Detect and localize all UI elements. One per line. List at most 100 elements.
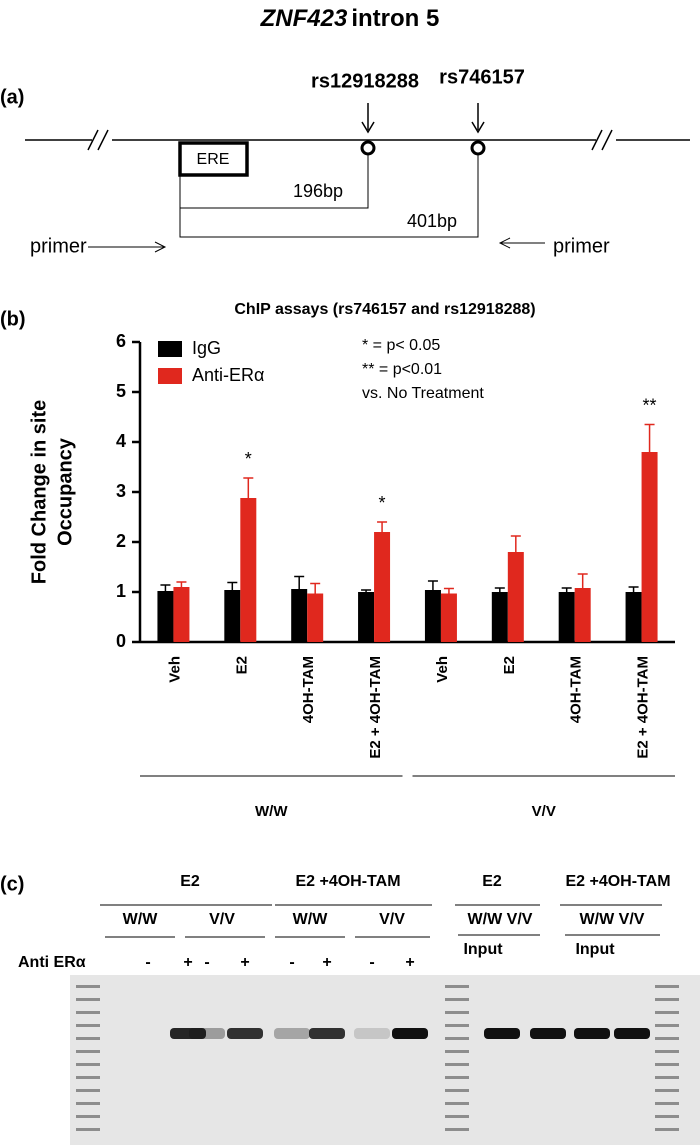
snp-label: rs12918288 bbox=[311, 70, 419, 92]
snp-label: rs746157 bbox=[439, 66, 525, 88]
gel-band bbox=[484, 1028, 520, 1039]
x-tick-label: 4OH-TAM bbox=[568, 656, 585, 723]
error-bar bbox=[427, 580, 438, 590]
gel-background bbox=[70, 975, 700, 1145]
group-label: V/V bbox=[532, 803, 556, 820]
error-bar bbox=[160, 584, 171, 591]
genotype-label: W/W V/V bbox=[580, 911, 645, 928]
note: * = p< 0.05 bbox=[362, 337, 440, 354]
error-bar bbox=[361, 589, 372, 592]
antibody-label: Anti ERα bbox=[18, 954, 86, 971]
bar bbox=[507, 552, 524, 642]
distance-label: 401bp bbox=[407, 211, 457, 231]
panel-c-lines bbox=[100, 904, 662, 938]
ladder-band bbox=[655, 1024, 679, 1027]
y-tick-label: 3 bbox=[116, 481, 126, 501]
ladder-band bbox=[655, 985, 679, 988]
sign-label: + bbox=[183, 954, 192, 971]
y-axis-label: Occupancy bbox=[54, 437, 76, 546]
ladder-band bbox=[655, 1076, 679, 1079]
ladder-band bbox=[445, 985, 469, 988]
ladder-band bbox=[76, 1089, 100, 1092]
error-bar bbox=[577, 573, 588, 588]
genotype-label: W/W V/V bbox=[468, 911, 533, 928]
primer-arrow bbox=[88, 241, 167, 253]
gel-band bbox=[170, 1028, 206, 1039]
gel-band bbox=[574, 1028, 610, 1039]
bar bbox=[157, 591, 174, 642]
ladder-band bbox=[445, 1089, 469, 1092]
legend-swatch bbox=[158, 368, 182, 384]
gel-band bbox=[354, 1028, 390, 1039]
x-tick-label: E2 + 4OH-TAM bbox=[367, 656, 384, 759]
significance-label: * bbox=[245, 449, 252, 469]
ere-label: ERE bbox=[197, 151, 230, 168]
bar bbox=[291, 589, 308, 642]
bar bbox=[374, 532, 391, 642]
ladder-band bbox=[655, 1102, 679, 1105]
ladder-band bbox=[445, 1024, 469, 1027]
bar bbox=[641, 452, 658, 642]
sign-label: - bbox=[204, 954, 209, 971]
note: ** = p<0.01 bbox=[362, 361, 442, 378]
y-tick-label: 6 bbox=[116, 331, 126, 351]
ladder-band bbox=[445, 1115, 469, 1118]
y-tick-label: 0 bbox=[116, 631, 126, 651]
sign-label: + bbox=[405, 954, 414, 971]
gel-band bbox=[227, 1028, 263, 1039]
ladder-band bbox=[76, 1037, 100, 1040]
gel-image bbox=[70, 975, 700, 1145]
y-tick-label: 4 bbox=[116, 431, 126, 451]
error-bar bbox=[510, 535, 521, 552]
error-bar bbox=[310, 582, 321, 594]
panel-label: (c) bbox=[0, 873, 24, 895]
panel-a bbox=[25, 103, 690, 253]
input-label: Input bbox=[463, 941, 503, 958]
error-bar bbox=[176, 581, 187, 587]
error-bar bbox=[294, 575, 305, 589]
bar bbox=[358, 592, 375, 642]
ladder-band bbox=[445, 1128, 469, 1131]
x-tick-label: E2 bbox=[501, 656, 518, 674]
ladder-band bbox=[76, 1076, 100, 1079]
ladder-band bbox=[655, 998, 679, 1001]
error-bar bbox=[561, 587, 572, 592]
panel-label: (b) bbox=[0, 308, 26, 330]
sign-label: - bbox=[369, 954, 374, 971]
gene-name: ZNF423 bbox=[260, 5, 348, 32]
arrow-head bbox=[471, 121, 485, 134]
bar bbox=[491, 592, 508, 642]
bar bbox=[625, 592, 642, 642]
y-tick-label: 1 bbox=[116, 581, 126, 601]
ladder-band bbox=[76, 1063, 100, 1066]
ladder-band bbox=[445, 1050, 469, 1053]
error-bar bbox=[227, 581, 238, 590]
bracket-196 bbox=[180, 154, 369, 209]
genotype-label: W/W bbox=[293, 911, 329, 928]
gel-band bbox=[392, 1028, 428, 1039]
ladder-band bbox=[76, 1050, 100, 1053]
region-name: intron 5 bbox=[351, 5, 439, 32]
input-label: Input bbox=[575, 941, 615, 958]
ladder-band bbox=[655, 1011, 679, 1014]
legend-swatch bbox=[158, 341, 182, 357]
legend-label: Anti-ERα bbox=[192, 365, 264, 385]
genotype-label: V/V bbox=[209, 911, 235, 928]
ladder-band bbox=[655, 1050, 679, 1053]
gel-band bbox=[274, 1028, 310, 1039]
arrow-head bbox=[361, 121, 375, 134]
ladder-band bbox=[445, 1102, 469, 1105]
x-tick-label: E2 bbox=[233, 656, 250, 674]
sign-label: - bbox=[145, 954, 150, 971]
ladder-band bbox=[76, 1024, 100, 1027]
ladder-band bbox=[445, 1063, 469, 1066]
gel-band bbox=[309, 1028, 345, 1039]
x-tick-label: Veh bbox=[434, 656, 451, 683]
ladder-band bbox=[76, 1128, 100, 1131]
ladder-band bbox=[445, 1076, 469, 1079]
signs: - + - + - + - + bbox=[145, 954, 414, 971]
error-bar bbox=[443, 587, 454, 594]
sign-label: + bbox=[240, 954, 249, 971]
x-tick-label: 4OH-TAM bbox=[300, 656, 317, 723]
